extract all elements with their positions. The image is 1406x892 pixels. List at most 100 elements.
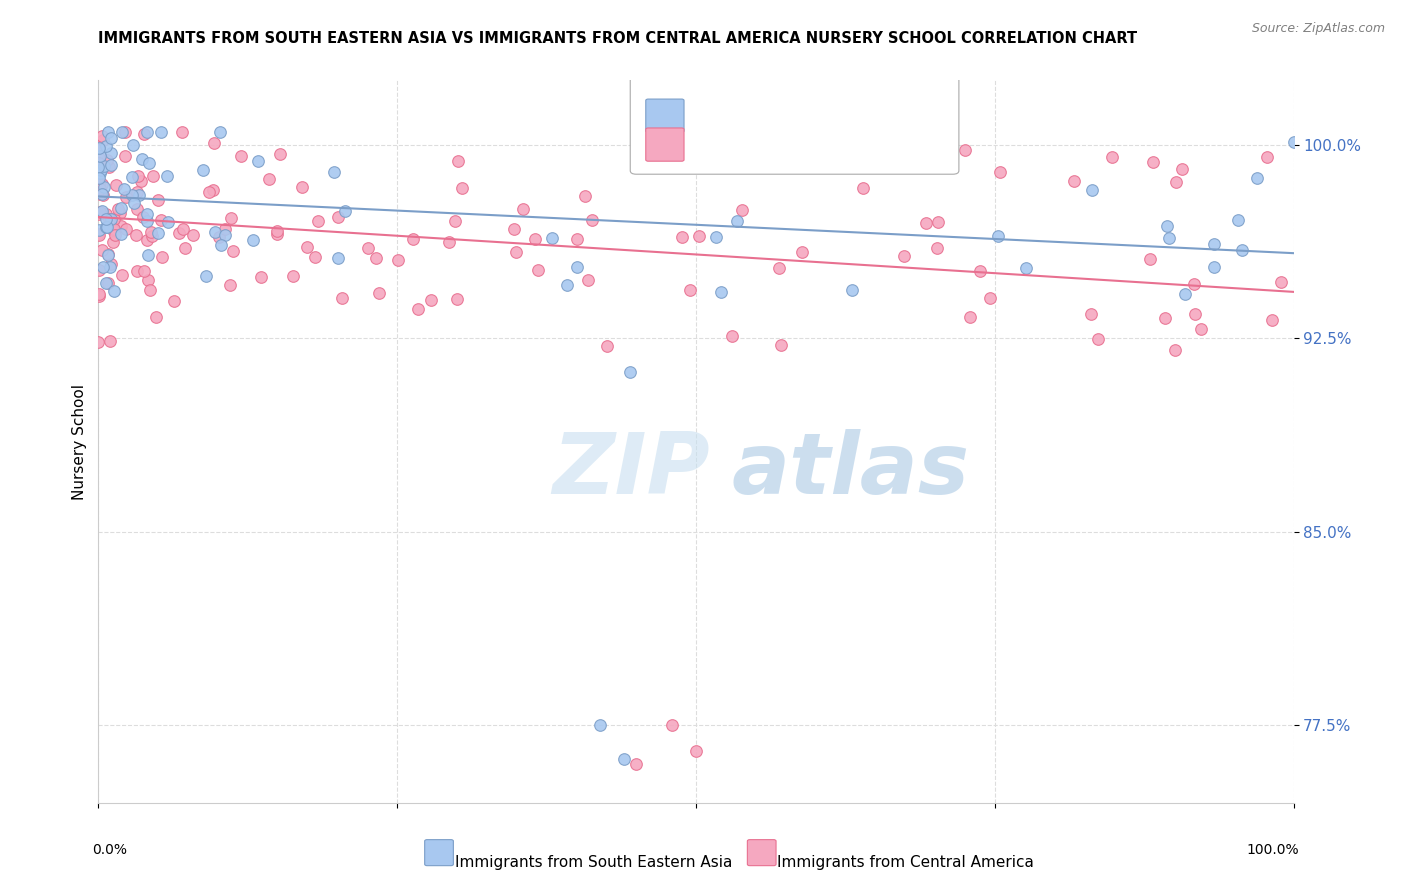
Point — [927, 241, 949, 255]
Point — [90, 187, 112, 202]
Point — [141, 229, 163, 244]
Point — [98, 334, 121, 348]
Point — [209, 238, 232, 252]
Point — [266, 224, 288, 238]
Point — [89, 149, 111, 163]
Point — [208, 125, 231, 139]
Point — [959, 310, 981, 324]
Point — [103, 223, 125, 237]
Point — [129, 174, 152, 188]
Point — [841, 283, 863, 297]
Point — [91, 133, 114, 147]
Point — [136, 247, 159, 261]
Point — [526, 263, 548, 277]
Point — [893, 249, 915, 263]
Point — [574, 189, 596, 203]
Point — [94, 212, 117, 227]
Text: R =: R = — [692, 102, 728, 120]
Point — [688, 228, 710, 243]
Point — [90, 177, 112, 191]
Point — [103, 284, 125, 298]
Text: atlas: atlas — [733, 429, 970, 512]
Point — [1256, 150, 1278, 164]
Point — [1189, 322, 1212, 336]
Point — [193, 162, 215, 177]
Point — [114, 125, 136, 139]
Point — [107, 202, 129, 216]
Point — [419, 293, 441, 308]
Point — [1142, 154, 1164, 169]
Text: 100.0%: 100.0% — [1247, 843, 1299, 856]
Point — [1204, 237, 1226, 252]
Point — [97, 248, 120, 262]
Point — [295, 240, 318, 254]
Point — [132, 127, 155, 141]
Point — [1270, 276, 1292, 290]
Point — [97, 276, 120, 290]
Point — [505, 244, 527, 259]
Point — [322, 165, 344, 179]
Point — [87, 177, 110, 191]
Point — [112, 182, 135, 196]
Point — [90, 204, 112, 219]
Point — [330, 291, 353, 305]
Point — [451, 180, 474, 194]
Point — [368, 285, 391, 300]
Point — [512, 202, 534, 216]
Point — [128, 187, 150, 202]
Point — [87, 160, 110, 174]
Point — [98, 212, 121, 227]
Point — [136, 233, 159, 247]
Point — [89, 165, 111, 179]
Point — [246, 154, 269, 169]
Point — [136, 125, 159, 139]
Point — [127, 264, 149, 278]
Point — [266, 227, 288, 241]
Point — [1101, 150, 1123, 164]
Point — [1184, 307, 1206, 321]
Point — [93, 179, 115, 194]
Text: R =: R = — [692, 145, 728, 163]
Point — [114, 222, 136, 236]
Point — [87, 139, 110, 153]
Point — [89, 289, 111, 303]
Point — [208, 230, 231, 244]
Point — [725, 213, 748, 227]
Point — [387, 253, 409, 268]
Point — [1174, 286, 1197, 301]
FancyBboxPatch shape — [645, 128, 685, 161]
Point — [183, 228, 205, 243]
Point — [242, 233, 264, 247]
Point — [555, 278, 578, 293]
Point — [291, 180, 314, 194]
Point — [502, 221, 524, 235]
Point — [1157, 231, 1180, 245]
Point — [89, 170, 111, 185]
Point — [89, 159, 111, 173]
Point — [704, 230, 727, 244]
Point — [156, 215, 179, 229]
Point — [114, 149, 136, 163]
Point — [524, 232, 547, 246]
Point — [98, 260, 121, 275]
Point — [1202, 260, 1225, 275]
Point — [87, 156, 110, 170]
Point — [100, 131, 122, 145]
Point — [219, 211, 242, 226]
Point — [132, 264, 155, 278]
Point — [446, 292, 468, 306]
Point — [567, 260, 589, 274]
Point — [110, 227, 132, 242]
Point — [94, 220, 117, 235]
Point — [103, 235, 125, 250]
Point — [127, 202, 149, 216]
Point — [1232, 244, 1254, 258]
Point — [97, 160, 120, 174]
Point — [96, 220, 118, 235]
Point — [987, 228, 1010, 243]
Point — [1246, 170, 1268, 185]
Point — [969, 264, 991, 278]
Point — [202, 136, 225, 150]
Text: Source: ZipAtlas.com: Source: ZipAtlas.com — [1251, 22, 1385, 36]
Point — [581, 212, 603, 227]
